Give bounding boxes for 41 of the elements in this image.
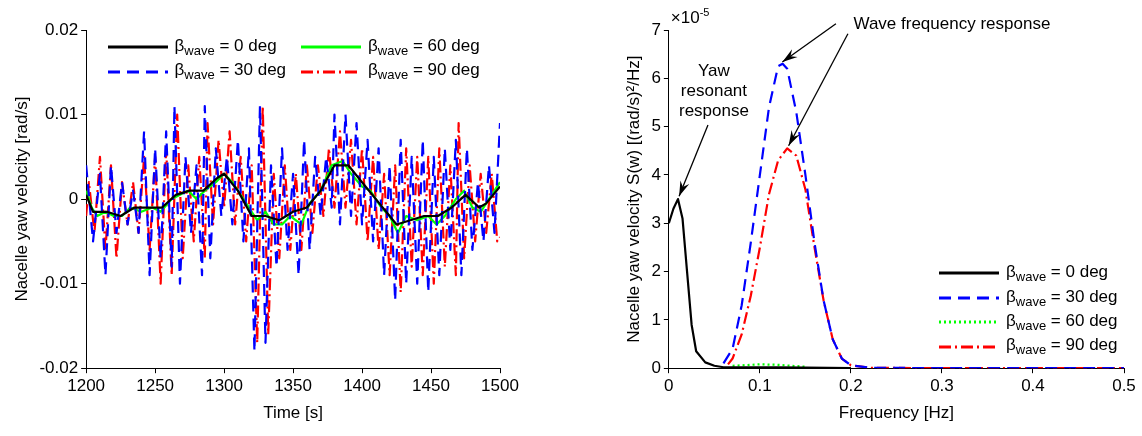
y-tick-label: 0.01 bbox=[45, 104, 79, 124]
y-tick-label: 7 bbox=[651, 19, 661, 39]
x-tick-label: 1450 bbox=[412, 376, 450, 396]
x-tick-label: 0.1 bbox=[748, 376, 772, 396]
legend-label: β$_{wave}$ = 60 deg bbox=[368, 36, 480, 59]
y-tick-label: 1 bbox=[651, 309, 661, 329]
y-tick-label: 0 bbox=[68, 188, 79, 208]
y-tick-label: 2 bbox=[651, 261, 661, 281]
x-tick-label: 1400 bbox=[343, 376, 381, 396]
text: ×10$^{-5}$ bbox=[670, 6, 710, 28]
y-tick-label: 5 bbox=[651, 116, 661, 136]
x-tick-label: 1200 bbox=[67, 376, 106, 396]
x-tick-label: 0.2 bbox=[839, 376, 863, 396]
y-axis-title: Nacelle yaw velocity S(w) [(rad/s)²/Hz] bbox=[623, 55, 643, 343]
x-tick-label: 0.4 bbox=[1021, 376, 1045, 396]
legend-label: β$_{wave}$ = 90 deg bbox=[368, 60, 480, 83]
y-tick-label: 4 bbox=[651, 164, 661, 184]
legend-label: β$_{wave}$ = 0 deg bbox=[1006, 262, 1109, 285]
y-tick-label: -0.02 bbox=[39, 357, 79, 377]
legend-label: β$_{wave}$ = 30 deg bbox=[174, 60, 287, 83]
x-tick-label: 1250 bbox=[136, 376, 175, 396]
x-tick-label: 0.5 bbox=[1112, 376, 1136, 396]
x-tick-label: 1500 bbox=[481, 376, 519, 396]
legend-label: β$_{wave}$ = 0 deg bbox=[174, 36, 277, 59]
y-tick-label: 6 bbox=[651, 68, 661, 87]
x-tick-label: 1300 bbox=[205, 376, 244, 396]
x-tick-label: 0.3 bbox=[930, 376, 954, 396]
annotation: Yaw resonant response bbox=[678, 61, 750, 122]
y-tick-label: -0.01 bbox=[39, 273, 79, 293]
x-tick-label: 1350 bbox=[274, 376, 312, 396]
x-axis-title: Time [s] bbox=[263, 403, 323, 423]
y-tick-label: 0 bbox=[651, 357, 661, 377]
y-tick-label: 3 bbox=[651, 212, 661, 232]
x-axis-title: Frequency [Hz] bbox=[838, 403, 955, 423]
annotation: Wave frequency response bbox=[852, 13, 1052, 34]
legend-label: β$_{wave}$ = 30 deg bbox=[1006, 286, 1118, 309]
y-tick-label: 0.02 bbox=[45, 19, 79, 39]
legend-label: β$_{wave}$ = 90 deg bbox=[1006, 335, 1118, 358]
y-axis-title: Nacelle yaw velocity [rad/s] bbox=[11, 96, 31, 302]
x-tick-label: 0 bbox=[664, 376, 674, 396]
legend-label: β$_{wave}$ = 60 deg bbox=[1006, 310, 1118, 334]
